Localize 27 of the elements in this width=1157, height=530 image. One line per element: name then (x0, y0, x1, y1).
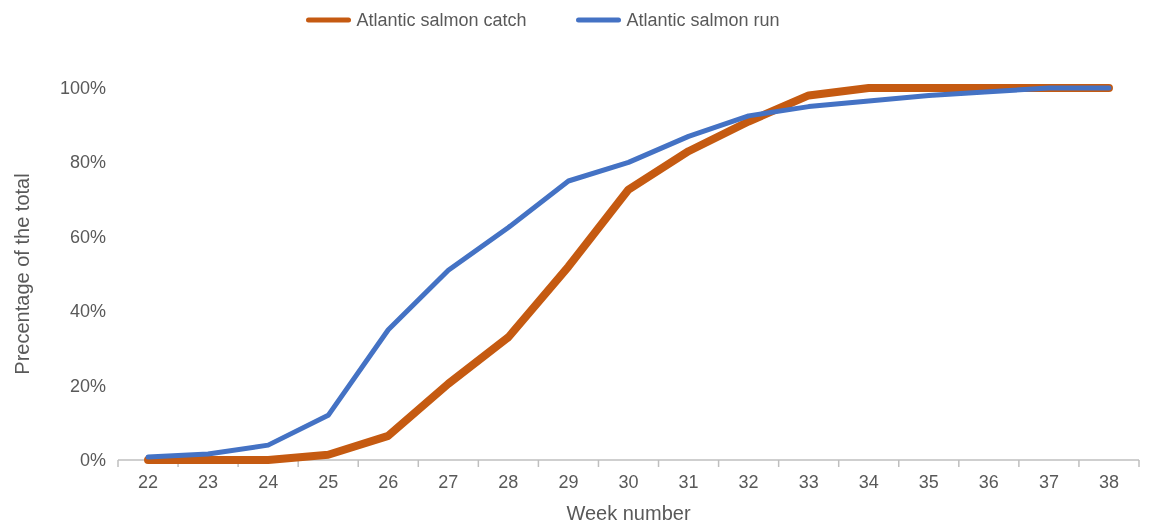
legend-label: Atlantic salmon catch (356, 10, 527, 30)
x-tick-label: 33 (798, 472, 819, 492)
x-tick-label: 29 (558, 472, 579, 492)
legend-label: Atlantic salmon run (626, 10, 780, 30)
x-tick-label: 37 (1038, 472, 1059, 492)
x-tick-label: 36 (978, 472, 999, 492)
x-tick-label: 28 (498, 472, 519, 492)
x-tick-label: 34 (858, 472, 879, 492)
x-tick-label: 31 (678, 472, 699, 492)
y-axis-title: Precentage of the total (11, 173, 33, 375)
x-tick-label: 38 (1098, 472, 1119, 492)
y-tick-label: 100% (59, 78, 106, 98)
x-tick-label: 26 (378, 472, 399, 492)
x-tick-label: 22 (138, 472, 159, 492)
x-tick-label: 25 (318, 472, 339, 492)
x-tick-label: 23 (198, 472, 219, 492)
x-tick-label: 32 (738, 472, 759, 492)
y-tick-label: 60% (69, 226, 106, 247)
y-tick-label: 80% (69, 152, 106, 173)
x-tick-label: 27 (438, 472, 459, 492)
x-tick-label: 24 (258, 472, 279, 492)
x-tick-label: 30 (618, 472, 639, 492)
x-axis-title: Week number (566, 502, 691, 524)
x-tick-label: 35 (918, 472, 939, 492)
y-tick-label: 20% (69, 375, 106, 396)
y-tick-label: 0% (79, 450, 106, 470)
y-tick-label: 40% (69, 301, 106, 322)
